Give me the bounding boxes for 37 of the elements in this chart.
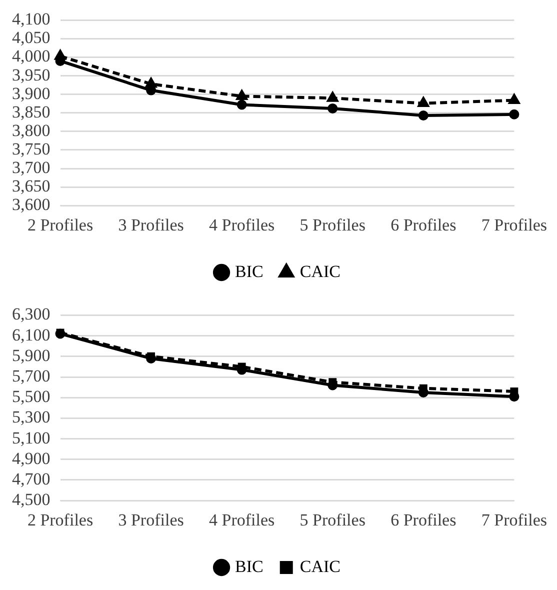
x-tick-label: 2 Profiles: [27, 510, 94, 530]
legend-label: BIC: [235, 262, 264, 281]
x-tick-label: 3 Profiles: [118, 215, 184, 234]
x-tick-label: 2 Profiles: [27, 215, 94, 234]
x-tick-label: 3 Profiles: [118, 510, 184, 530]
x-tick-label: 7 Profiles: [481, 215, 548, 234]
x-tick-label: 6 Profiles: [390, 215, 456, 234]
legend-label: CAIC: [300, 556, 340, 576]
y-tick-label: 3,950: [12, 65, 50, 84]
y-tick-label: 3,900: [12, 84, 50, 103]
y-tick-label: 4,000: [12, 46, 50, 66]
y-tick-label: 6,300: [12, 304, 50, 324]
legend-label: BIC: [235, 556, 264, 576]
x-tick-label: 7 Profiles: [481, 510, 548, 530]
y-tick-label: 5,100: [12, 428, 50, 448]
x-tick-label: 4 Profiles: [209, 215, 275, 234]
y-tick-label: 3,800: [12, 120, 50, 140]
y-tick-label: 6,100: [12, 325, 50, 344]
y-tick-label: 4,900: [12, 448, 50, 468]
legend-label: CAIC: [300, 262, 340, 281]
x-tick-label: 5 Profiles: [300, 510, 366, 530]
y-tick-label: 4,100: [12, 10, 50, 29]
x-tick-label: 4 Profiles: [209, 510, 275, 530]
y-tick-label: 5,900: [12, 346, 50, 365]
y-tick-label: 3,600: [12, 195, 50, 214]
y-tick-label: 4,500: [12, 490, 50, 510]
y-tick-label: 4,050: [12, 28, 50, 48]
y-tick-label: 3,750: [12, 139, 50, 158]
y-tick-label: 5,300: [12, 408, 50, 427]
y-tick-label: 3,700: [12, 158, 50, 177]
x-tick-label: 6 Profiles: [390, 510, 456, 530]
y-tick-label: 3,650: [12, 176, 50, 196]
y-tick-label: 5,500: [12, 387, 50, 406]
y-tick-label: 4,700: [12, 469, 50, 488]
y-tick-label: 5,700: [12, 366, 50, 386]
y-tick-label: 3,850: [12, 102, 50, 122]
x-tick-label: 5 Profiles: [300, 215, 366, 234]
